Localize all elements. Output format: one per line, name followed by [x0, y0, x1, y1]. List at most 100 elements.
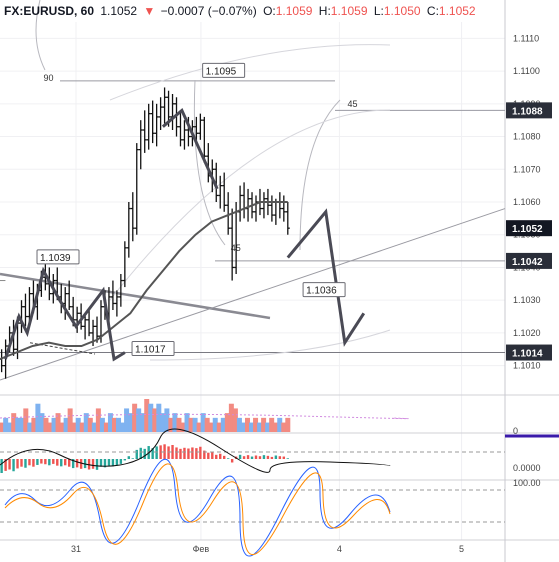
histogram-bar [191, 447, 194, 459]
stoch-k-line [4, 458, 391, 557]
volume-bar [216, 422, 222, 432]
volume-bar [103, 422, 109, 432]
histogram-bar [242, 456, 246, 459]
down-arrow-icon: ▼ [143, 4, 155, 18]
volume-bar [51, 417, 57, 432]
histogram-bar [71, 459, 75, 469]
volume-bar [43, 417, 49, 432]
volume-bar [168, 417, 174, 432]
histogram-bar [119, 459, 123, 464]
histogram-bar [20, 459, 23, 467]
histogram-bar [179, 448, 182, 459]
price-tick-label: 1.1070 [513, 164, 541, 174]
histogram-bar [40, 459, 43, 464]
histogram-bar [187, 448, 190, 459]
histogram-bar [48, 459, 51, 466]
time-tick-label: 31 [71, 544, 81, 554]
volume-bar [124, 408, 130, 432]
volume-bar [87, 417, 93, 432]
price-annotation-label: 1.1036 [306, 286, 337, 297]
channel-line [0, 208, 506, 381]
histogram-bar [115, 459, 119, 466]
volume-bar [204, 417, 210, 432]
histogram-bar [135, 449, 138, 459]
histogram-bar [203, 450, 206, 459]
histogram-bar [211, 452, 214, 459]
histogram-bar [270, 456, 274, 459]
histogram-bar [278, 456, 282, 459]
volume-bar [232, 408, 238, 432]
volume-bar [236, 417, 242, 432]
stoch-d-line [4, 463, 391, 555]
volume-bar [196, 422, 202, 432]
volume-bar [285, 417, 291, 432]
histogram-bar [286, 458, 289, 459]
histogram-bar [199, 446, 202, 459]
histogram-bar [56, 459, 59, 466]
moving-average-line [0, 201, 288, 361]
regression-curve [109, 109, 391, 301]
histogram-bar [262, 455, 266, 459]
annotations: 1.1095 1.1039 1.1036 1.1017 [36, 62, 346, 357]
volume-bar [160, 413, 166, 432]
price-annotation-box [131, 341, 175, 357]
histogram-bar [230, 459, 234, 463]
price-tick-label: 1.1110 [513, 33, 539, 43]
histogram-bar [143, 448, 146, 459]
volume-bar [3, 417, 9, 432]
volume-bar [83, 413, 89, 432]
volume-bar [63, 417, 69, 432]
volume-bar [91, 422, 97, 432]
histogram-bar [155, 446, 158, 459]
histogram-bar [28, 459, 31, 466]
high-label: H: [319, 4, 331, 18]
volume-bar [67, 408, 73, 432]
histogram-bar [79, 459, 83, 469]
histogram-bar [139, 447, 142, 459]
time-tick-label: Фев [193, 544, 210, 554]
legend-header[interactable]: FX:EURUSD, 60 1.1052 ▼ −0.0007 (−0.07%) … [4, 4, 476, 18]
fib-level-label: 90 [43, 73, 53, 83]
volume-bar [71, 422, 77, 432]
symbol-label: FX:EURUSD, 60 [4, 4, 94, 18]
volume-bar [240, 422, 246, 432]
volume-bar [47, 422, 53, 432]
volume-bar [140, 413, 146, 432]
stochastic-pane: 100.00 [0, 458, 541, 557]
histogram-bar [0, 459, 3, 473]
price-label-box [506, 252, 552, 269]
histogram-bar [151, 448, 154, 459]
volume-bar [281, 422, 287, 432]
price-label-box [506, 102, 552, 119]
volume-bar [132, 403, 138, 432]
histogram-bar [282, 456, 286, 459]
volume-bar [128, 413, 134, 432]
volume-bar [55, 413, 61, 432]
histogram-bar [36, 459, 39, 465]
histogram-bar [167, 446, 170, 459]
volume-bar [15, 417, 21, 432]
price-label: 1.1042 [512, 257, 543, 268]
histogram-bar [12, 459, 15, 472]
volume-bar [19, 417, 25, 432]
volume-bar [277, 417, 283, 432]
volume-bar [95, 408, 101, 432]
histogram-bar [183, 447, 186, 459]
price-label: 1.1014 [512, 349, 543, 360]
histogram-bar [4, 459, 7, 471]
osc-line [0, 428, 391, 473]
price-label: 1.1088 [512, 106, 543, 117]
time-axis[interactable]: 31 Фев 4 5 [71, 544, 464, 554]
volume-bar [249, 422, 255, 432]
volume-bar [136, 408, 142, 432]
histogram-bar [254, 455, 258, 459]
histogram-bar [215, 454, 218, 459]
volume-bar [144, 399, 150, 432]
price-tick-label: 1.1020 [513, 328, 541, 338]
volume-bar [265, 422, 271, 432]
price-tick-label: 1.1060 [513, 197, 541, 207]
histogram-bar [195, 448, 198, 459]
histogram-bar [52, 459, 55, 464]
volume-bar [99, 417, 105, 432]
volume-bar [164, 408, 170, 432]
